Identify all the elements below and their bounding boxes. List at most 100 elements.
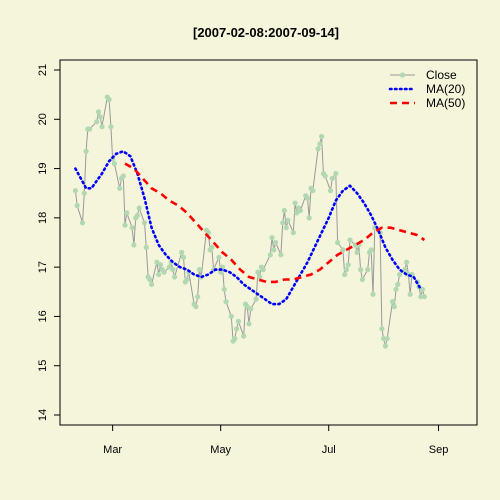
close-point [297,207,303,214]
y-tick-label: 19 [37,162,49,174]
close-point [347,237,353,243]
close-point [384,336,390,342]
close-point [319,133,325,140]
close-point [156,271,162,278]
close-point [368,247,374,253]
close-point [94,119,100,125]
close-point [241,333,247,339]
close-point [382,343,388,349]
close-point [285,217,291,223]
series-line-ma-50 [124,162,426,284]
close-point [228,313,234,319]
close-point [111,161,117,167]
close-point [87,126,93,132]
close-point [315,146,321,152]
close-point [345,262,351,268]
x-tick-label: Jul [322,444,336,456]
close-point [407,291,413,297]
close-point [223,299,229,305]
close-point [281,207,287,214]
close-point [120,173,126,179]
close-point [273,239,279,246]
close-point [260,267,266,273]
close-point [359,276,365,283]
close-point [327,188,334,194]
x-tick-label: Sep [429,444,449,456]
close-point [193,304,199,310]
close-point [418,294,424,300]
plot-frame [59,59,478,426]
close-point [117,185,123,191]
close-point [79,220,86,226]
close-point [404,259,410,265]
close-point [95,109,102,115]
close-point [179,249,185,255]
close-point [161,269,167,275]
close-point [335,239,341,246]
close-point [134,212,140,218]
close-point [131,242,137,248]
close-point [395,281,401,287]
series-line-ma-20 [74,149,423,306]
close-point [269,235,275,241]
close-point [72,188,78,194]
close-point [267,252,273,258]
y-tick-label: 17 [37,261,49,273]
close-point [149,281,155,287]
close-point [389,299,396,305]
close-point [365,267,371,273]
close-point [354,249,360,255]
legend-label-ma-20: MA(20) [426,82,465,96]
close-point [420,286,426,292]
x-tick-label: Mar [103,444,122,456]
close-point [255,269,261,275]
close-point [393,286,399,292]
close-point [278,252,284,258]
close-point [143,244,149,250]
close-point [221,286,227,292]
close-point [234,326,240,332]
close-point [122,222,128,228]
y-tick-label: 18 [37,212,49,224]
plot-area [72,94,427,349]
close-point [358,267,364,273]
close-point [232,336,238,342]
y-tick-label: 20 [37,113,49,125]
close-point [317,141,323,147]
close-point [397,271,403,278]
close-point [381,336,387,342]
close-point [108,124,114,130]
y-tick-label: 21 [37,64,49,76]
close-point [157,262,164,268]
close-point [170,267,176,273]
close-point [97,114,103,120]
close-point [283,225,289,231]
close-point [340,247,346,253]
close-point [106,97,112,103]
close-point [216,254,222,260]
close-point [343,267,349,273]
close-point [83,148,89,154]
close-point [280,220,286,226]
close-point [292,200,298,206]
close-point [253,296,259,302]
close-point [124,210,130,216]
close-point [195,294,201,300]
close-point [136,205,142,211]
y-tick-label: 16 [37,310,49,322]
close-point [74,202,80,209]
close-point [306,215,312,221]
legend-label-ma-50: MA(50) [426,96,465,110]
y-tick-label: 15 [37,360,49,372]
close-point [248,306,254,312]
close-point [322,173,328,179]
legend-label-close: Close [426,68,457,82]
close-point [304,195,311,201]
chart-title: [2007-02-08:2007-09-14] [193,25,339,40]
close-point [391,304,397,310]
close-point [271,247,277,253]
legend-marker-close [399,72,406,78]
